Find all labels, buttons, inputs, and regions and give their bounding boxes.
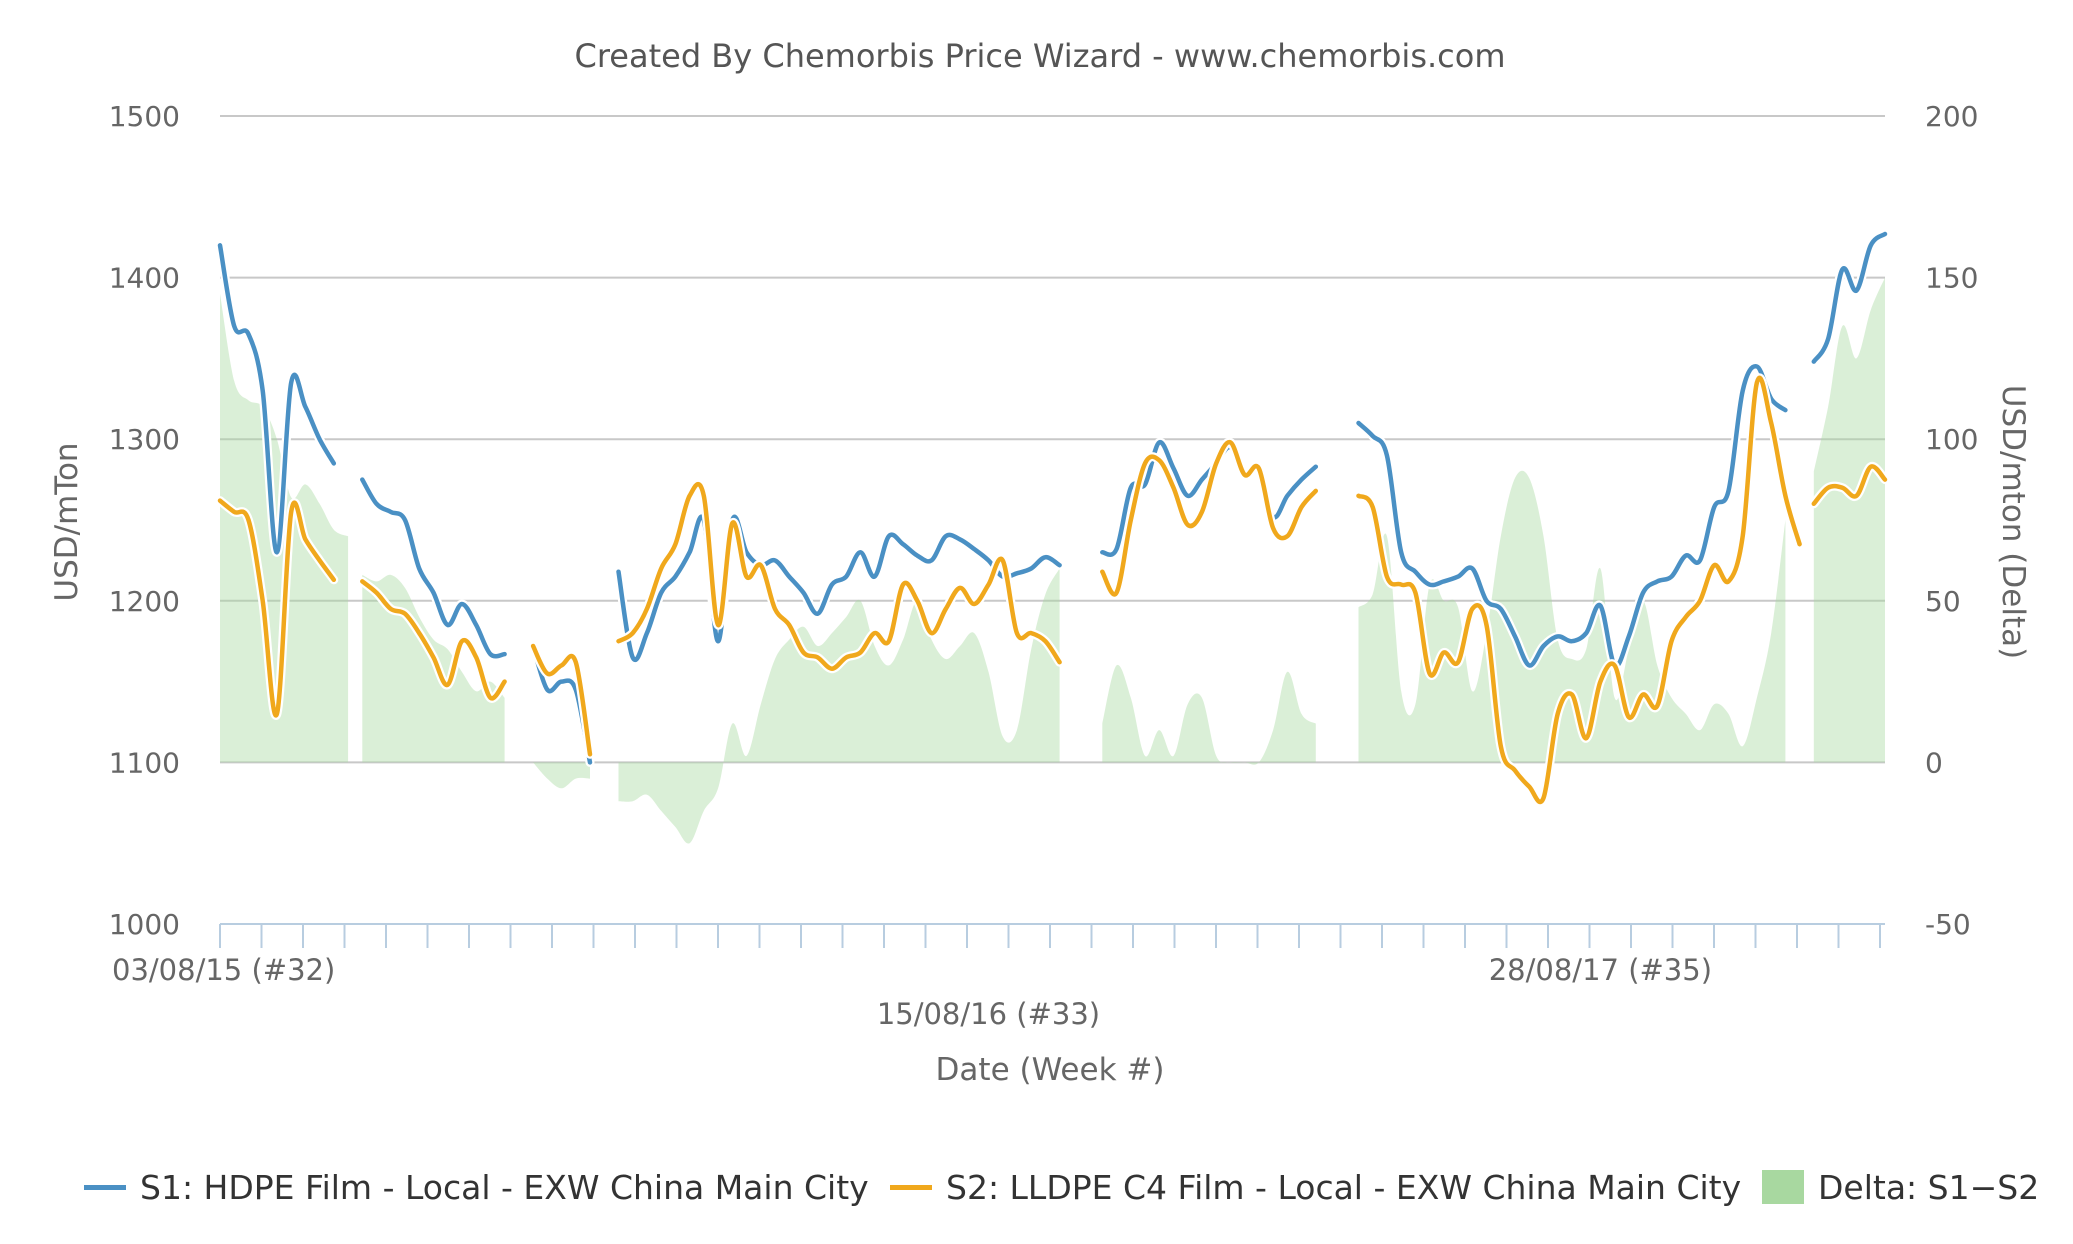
right-y-tick-label: 100	[1925, 423, 1978, 456]
x-axis: 03/08/15 (#32) 15/08/16 (#33) 28/08/17 (#3…	[112, 923, 1885, 1031]
gridlines	[220, 115, 1885, 764]
series-2-line	[616, 481, 1062, 671]
x-tick-label: 15/08/16 (#33)	[877, 997, 1100, 1031]
x-tick-label: 28/08/17 (#35)	[1489, 953, 1712, 987]
left-y-tick-label: 1300	[109, 423, 180, 456]
series-2-line	[530, 643, 593, 757]
right-y-tick-label: 50	[1925, 585, 1961, 618]
series-2-line	[360, 579, 507, 701]
series-1-line	[1356, 364, 1788, 669]
series-2-line	[217, 498, 337, 718]
left-y-tick-label: 1100	[109, 746, 180, 779]
x-axis-title: Date (Week #)	[936, 1052, 1165, 1088]
left-y-tick-label: 1400	[109, 262, 180, 295]
delta-area-segment	[1102, 664, 1316, 765]
left-y-tick-label: 1000	[109, 908, 180, 941]
right-y-axis: -50 0 50 100 150 200	[1925, 100, 1978, 941]
legend-item-s2[interactable]: S2: LLDPE C4 Film - Local - EXW China Ma…	[890, 1168, 1741, 1207]
delta-area-segment	[1358, 470, 1786, 763]
x-tick-label: 03/08/15 (#32)	[112, 953, 335, 987]
legend-swatch-s1	[84, 1185, 126, 1190]
right-y-axis-title: USD/mton (Delta)	[1995, 385, 2031, 659]
series-1-line	[360, 477, 507, 659]
legend-label-s1: S1: HDPE Film - Local - EXW China Main C…	[140, 1168, 869, 1207]
price-lines	[215, 229, 1890, 807]
series-1-line	[1811, 231, 1888, 364]
chart-title: Created By Chemorbis Price Wizard - www.…	[574, 37, 1505, 75]
left-y-axis: 1000 1100 1200 1300 1400 1500	[109, 100, 180, 941]
right-y-tick-label: 0	[1925, 746, 1943, 779]
delta-area-segment	[618, 568, 1060, 844]
series-2-line	[1100, 440, 1319, 597]
right-y-tick-label: 150	[1925, 262, 1978, 295]
right-y-tick-label: 200	[1925, 100, 1978, 133]
left-y-axis-title: USD/mTon	[49, 442, 85, 601]
right-y-tick-label: -50	[1925, 908, 1971, 941]
legend-item-s1[interactable]: S1: HDPE Film - Local - EXW China Main C…	[84, 1168, 869, 1207]
legend-label-delta: Delta: S1−S2	[1818, 1168, 2039, 1207]
legend: S1: HDPE Film - Local - EXW China Main C…	[84, 1168, 2039, 1207]
legend-swatch-s2	[890, 1185, 932, 1190]
series-2-line	[1356, 375, 1802, 805]
left-y-tick-label: 1200	[109, 585, 180, 618]
series-2-line	[1811, 464, 1888, 507]
delta-area-segment	[533, 762, 590, 789]
legend-swatch-delta	[1762, 1170, 1804, 1204]
legend-item-delta[interactable]: Delta: S1−S2	[1762, 1168, 2039, 1207]
delta-area-segment	[1813, 277, 1885, 763]
series-1-line	[217, 243, 337, 555]
legend-label-s2: S2: LLDPE C4 Film - Local - EXW China Ma…	[946, 1168, 1741, 1207]
left-y-tick-label: 1500	[109, 100, 180, 133]
series-1-line	[616, 514, 1062, 662]
